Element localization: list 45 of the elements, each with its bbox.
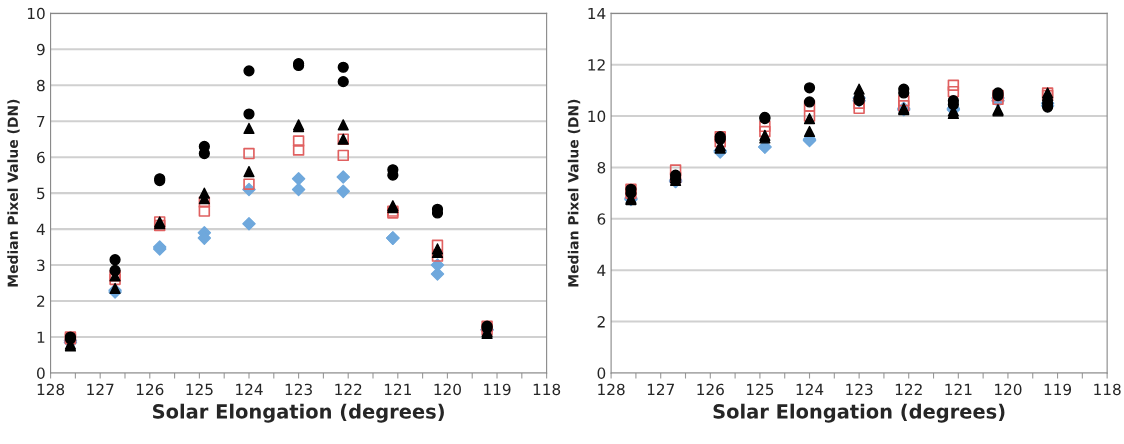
x-axis-title: Solar Elongation (degrees) bbox=[713, 403, 1005, 423]
y-tick-label: 2 bbox=[597, 316, 605, 328]
x-tick-label: 121 bbox=[384, 383, 411, 395]
y-tick-label: 9 bbox=[36, 43, 45, 56]
x-tick-label: 122 bbox=[895, 383, 922, 395]
x-tick-label: 118 bbox=[533, 383, 561, 396]
y-axis-title: Median Pixel Value (DN) bbox=[567, 99, 581, 287]
x-tick-label: 118 bbox=[1094, 383, 1121, 396]
y-tick-label: 2 bbox=[37, 295, 45, 307]
x-tick-label: 123 bbox=[285, 383, 312, 396]
y-tick-label: 10 bbox=[27, 7, 45, 20]
x-tick-label: 127 bbox=[87, 383, 114, 395]
y-tick-label: 4 bbox=[36, 223, 45, 235]
y-tick-label: 14 bbox=[588, 7, 606, 20]
y-tick-label: 12 bbox=[588, 59, 605, 71]
y-tick-label: 3 bbox=[37, 259, 45, 272]
x-tick-label: 119 bbox=[1044, 383, 1072, 396]
x-tick-label: 126 bbox=[697, 383, 724, 396]
x-tick-label: 125 bbox=[747, 383, 774, 396]
x-tick-label: 126 bbox=[136, 383, 164, 396]
x-axis-title: Solar Elongation (degrees) bbox=[153, 403, 444, 423]
x-tick-label: 120 bbox=[434, 383, 461, 396]
y-tick-label: 4 bbox=[597, 264, 606, 277]
x-tick-label: 123 bbox=[846, 383, 873, 396]
x-tick-label: 128 bbox=[598, 383, 625, 396]
x-tick-label: 125 bbox=[186, 383, 213, 396]
y-tick-label: 7 bbox=[37, 115, 45, 128]
x-tick-label: 121 bbox=[945, 383, 972, 395]
y-tick-label: 6 bbox=[597, 213, 606, 225]
y-tick-label: 5 bbox=[37, 187, 45, 200]
y-tick-label: 8 bbox=[597, 161, 606, 174]
y-tick-label: 10 bbox=[588, 110, 606, 123]
x-tick-label: 128 bbox=[37, 383, 65, 396]
y-tick-label: 0 bbox=[597, 367, 606, 379]
y-tick-label: 8 bbox=[37, 79, 45, 92]
x-tick-label: 122 bbox=[335, 383, 362, 395]
x-tick-label: 127 bbox=[647, 383, 674, 395]
x-tick-label: 124 bbox=[236, 383, 263, 395]
y-axis-title: Median Pixel Value (DN) bbox=[7, 99, 20, 287]
y-tick-label: 0 bbox=[37, 367, 45, 379]
x-tick-label: 119 bbox=[484, 383, 511, 396]
y-tick-label: 6 bbox=[37, 151, 45, 164]
x-tick-label: 124 bbox=[796, 383, 824, 395]
y-tick-label: 1 bbox=[37, 331, 45, 343]
x-tick-label: 120 bbox=[995, 383, 1022, 396]
